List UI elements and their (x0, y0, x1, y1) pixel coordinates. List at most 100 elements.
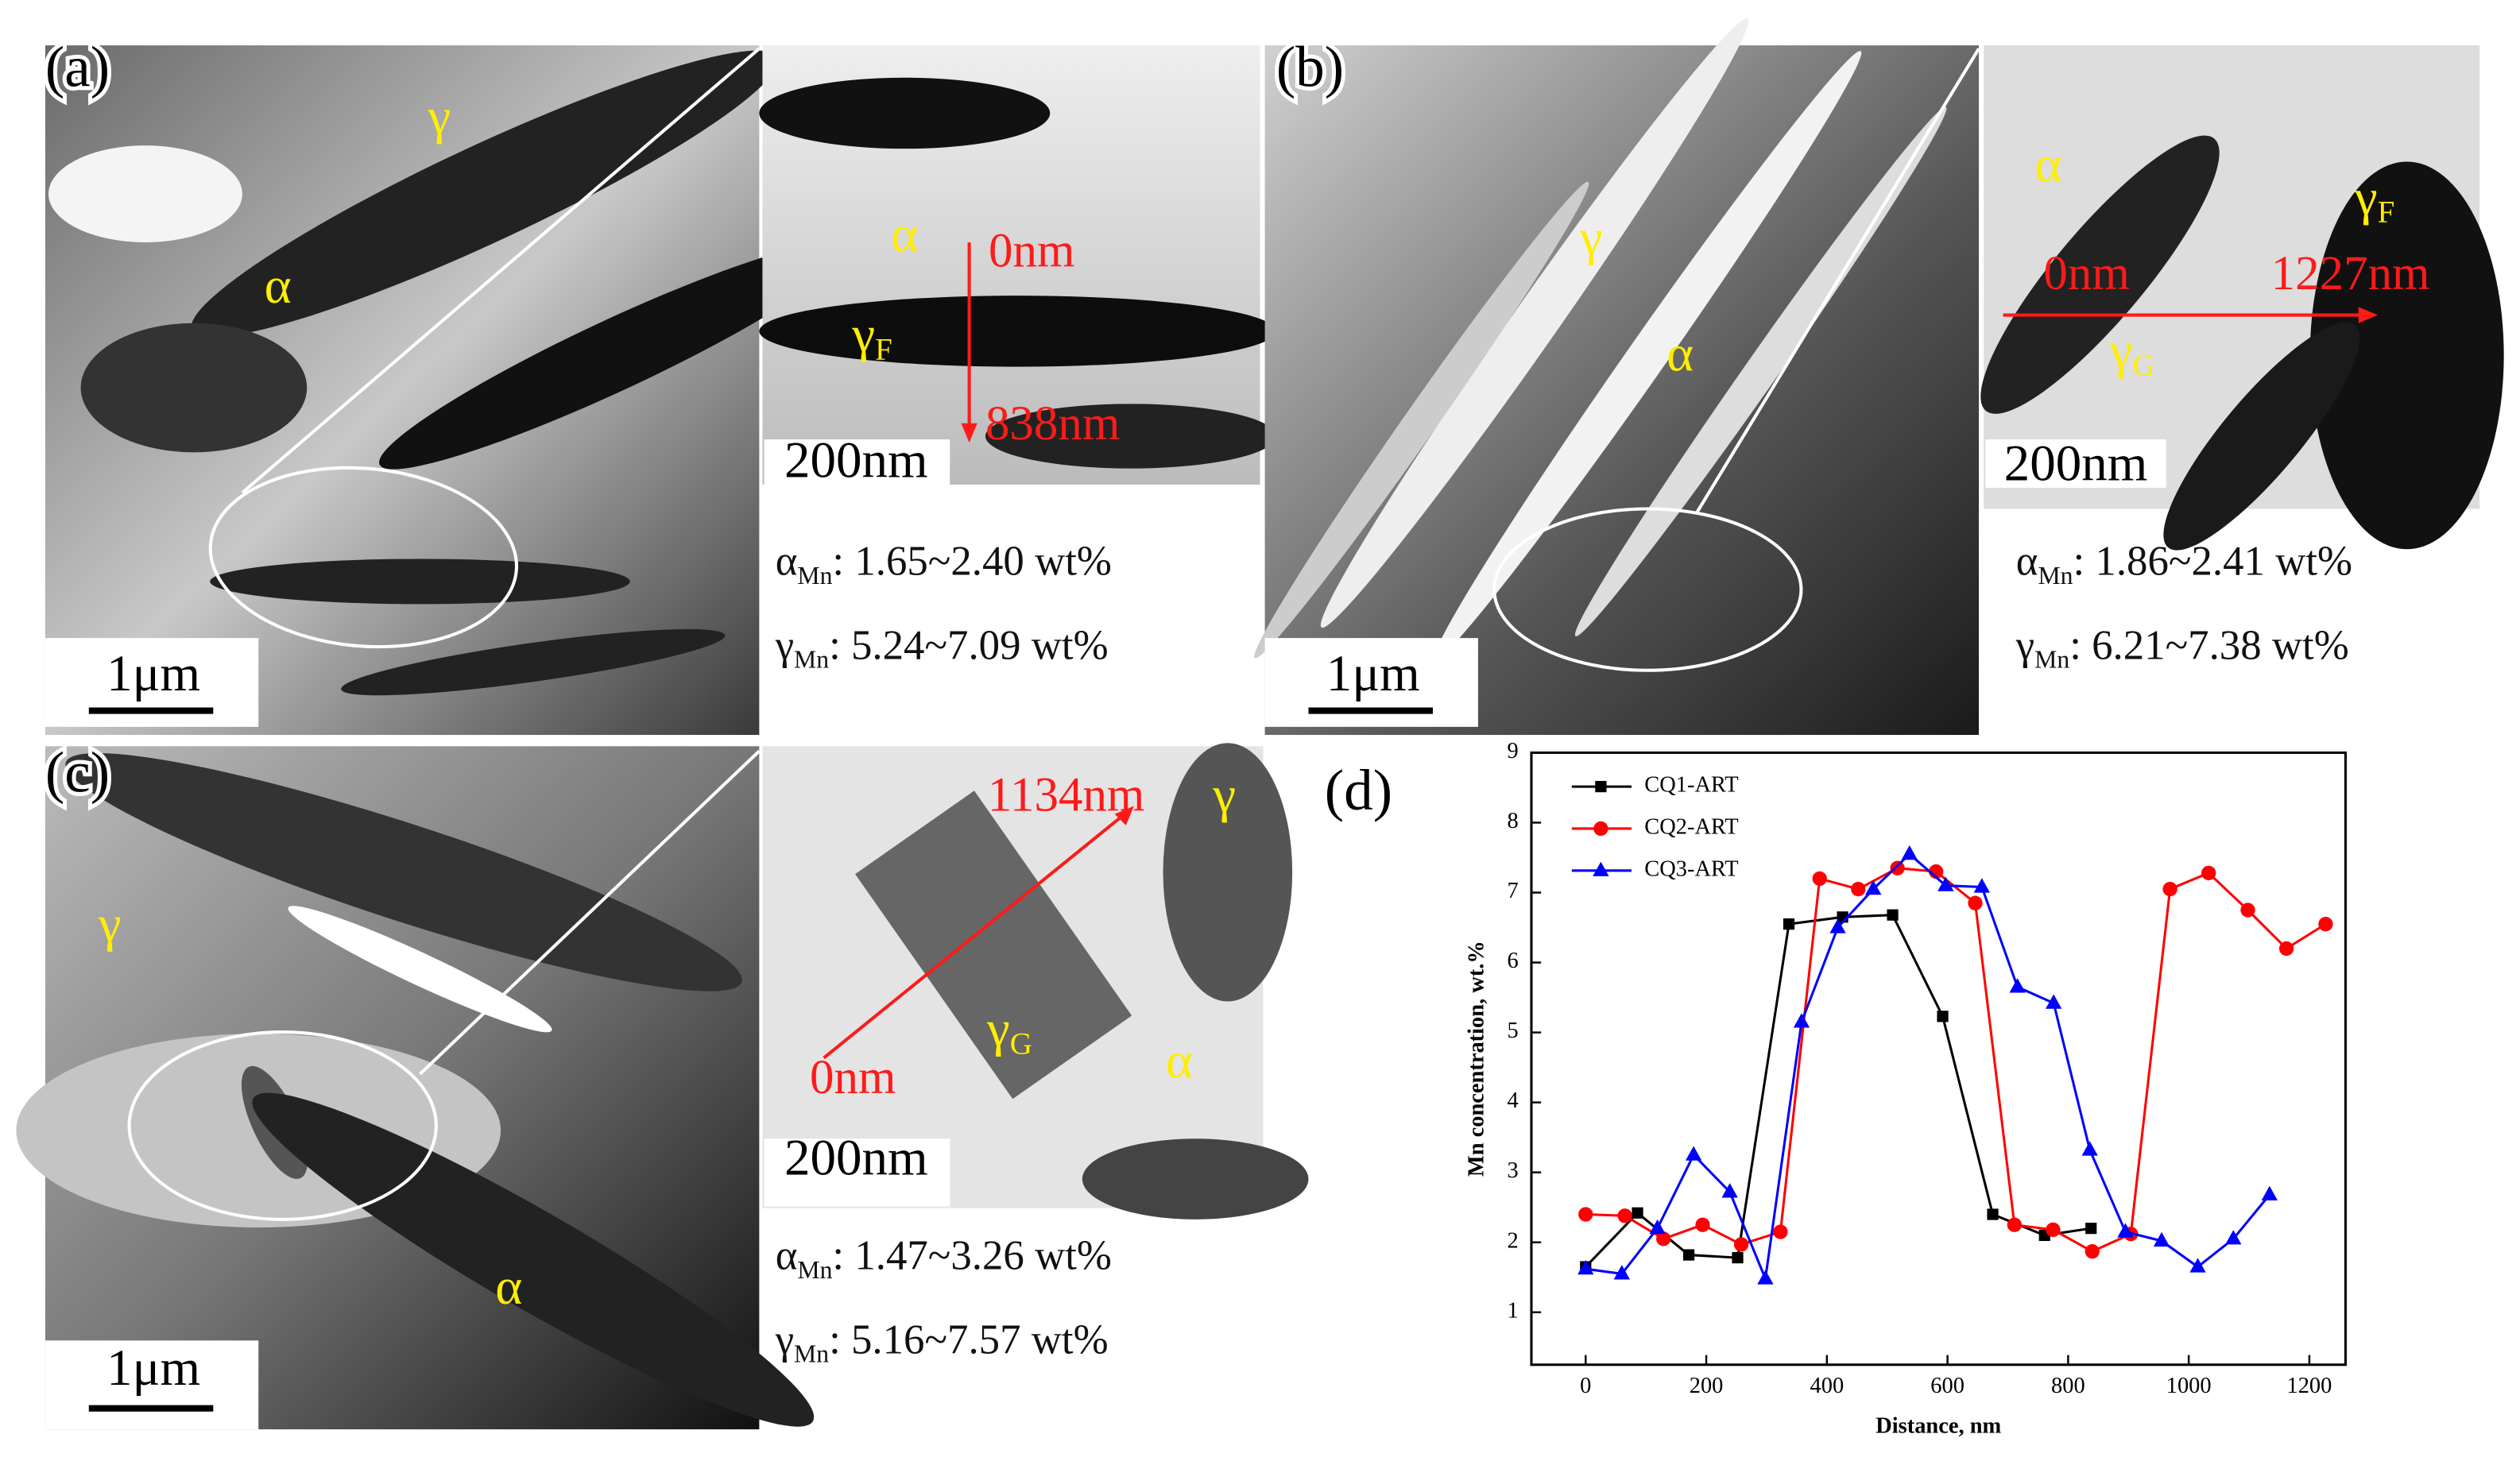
inset-b (1980, 45, 2504, 551)
panel-label: (c) (45, 740, 110, 805)
grain (1980, 135, 2220, 414)
grain (985, 404, 1276, 469)
grain (65, 752, 742, 991)
symbol: α (776, 539, 798, 585)
subscript: G (1010, 1026, 1032, 1061)
label: γ (1212, 766, 1236, 823)
grain (341, 628, 726, 696)
symbol: γ (1212, 766, 1236, 823)
marker (1937, 1011, 1949, 1022)
marker (2085, 1244, 2100, 1259)
inset-scale-label: 200nm (784, 432, 928, 489)
subscript: Mn (794, 1340, 829, 1368)
marker (1733, 1237, 1749, 1252)
grain (1082, 1138, 1309, 1220)
phase-label: α (265, 257, 292, 315)
grain (288, 906, 552, 1033)
marker (2085, 1222, 2097, 1235)
marker (2081, 1141, 2098, 1156)
grain (191, 50, 779, 338)
selection-ellipse (127, 1030, 438, 1221)
y-axis-label: Mn concentration, wt.% (1464, 941, 1488, 1177)
phase-label: γ (98, 895, 122, 953)
symbol: γ (851, 306, 875, 363)
label: αMn: 1.47~3.26 wt% (776, 1233, 1112, 1284)
start-label: 0nm (989, 224, 1074, 277)
marker (1613, 1265, 1630, 1280)
composition-text: : 1.86~2.41 wt% (2073, 539, 2353, 585)
subscript: Mn (2034, 646, 2069, 674)
grain (80, 323, 308, 453)
marker (1890, 860, 1905, 876)
grain (252, 1092, 815, 1427)
scale-label: 1μm (106, 1339, 200, 1397)
legend-marker (1593, 821, 1608, 837)
panel-label: (d) (1325, 758, 1392, 822)
arrow (823, 814, 1125, 1060)
symbol: α (891, 206, 918, 263)
grain (1254, 181, 1589, 659)
start-label: 0nm (2043, 247, 2129, 300)
marker (1577, 1259, 1594, 1275)
grain (210, 559, 630, 605)
grain (759, 296, 1276, 367)
grain (1434, 51, 1862, 660)
symbol: α (2034, 137, 2061, 194)
series-line (1585, 914, 2092, 1268)
symbol: γ (2109, 322, 2133, 379)
marker (1887, 909, 1899, 921)
start-label: 0nm (810, 1051, 896, 1104)
phase-label: γ (1579, 209, 1603, 266)
scale-box (764, 1138, 950, 1207)
grain (1163, 743, 1293, 1002)
grain (48, 145, 242, 243)
symbol: α (1166, 1033, 1193, 1090)
marker (1617, 1208, 1632, 1223)
marker (2046, 1222, 2061, 1238)
legend-label: CQ3-ART (1644, 856, 1738, 881)
label: γF (851, 306, 892, 366)
marker (1865, 879, 1882, 895)
marker (2225, 1230, 2242, 1245)
x-tick-label: 0 (1580, 1374, 1591, 1398)
plot-frame (1530, 751, 2347, 1366)
marker (2162, 881, 2177, 897)
y-tick-label: 7 (1508, 879, 1519, 903)
scale-box (764, 439, 950, 485)
marker (1973, 878, 1991, 893)
subscript: Mn (794, 646, 829, 674)
inset-c (762, 743, 1309, 1220)
marker (1682, 1249, 1695, 1261)
phase-label: α (495, 1258, 522, 1316)
subscript: F (2378, 195, 2395, 229)
end-label: 1227nm (2271, 247, 2430, 300)
series-line (1585, 867, 2327, 1253)
arrow-head (961, 423, 977, 443)
subscript: G (2132, 349, 2154, 383)
symbol: α (776, 1233, 798, 1279)
marker (2007, 1217, 2022, 1232)
label: αMn: 1.86~2.41 wt% (2016, 539, 2352, 589)
label: αMn: 1.65~2.40 wt% (776, 539, 1112, 589)
marker (1695, 1217, 1710, 1232)
marker (1812, 871, 1827, 887)
marker (2046, 994, 2062, 1009)
end-label: 838nm (985, 397, 1120, 450)
marker (2189, 1258, 2206, 1273)
phase-label: α (1666, 325, 1694, 382)
marker (2278, 941, 2294, 957)
label: α (891, 206, 918, 263)
symbol: γ (775, 1316, 794, 1363)
series-line (1585, 852, 2271, 1284)
micrograph-b (1254, 18, 1980, 736)
y-tick-label: 5 (1508, 1019, 1519, 1043)
marker (1901, 845, 1918, 860)
composition-text: : 5.24~7.09 wt% (829, 622, 1109, 668)
scale-label: 1μm (106, 645, 200, 702)
marker (1851, 881, 1866, 897)
marker (1937, 876, 1954, 891)
selection-ellipse (1492, 507, 1803, 672)
label: α (2034, 137, 2061, 194)
